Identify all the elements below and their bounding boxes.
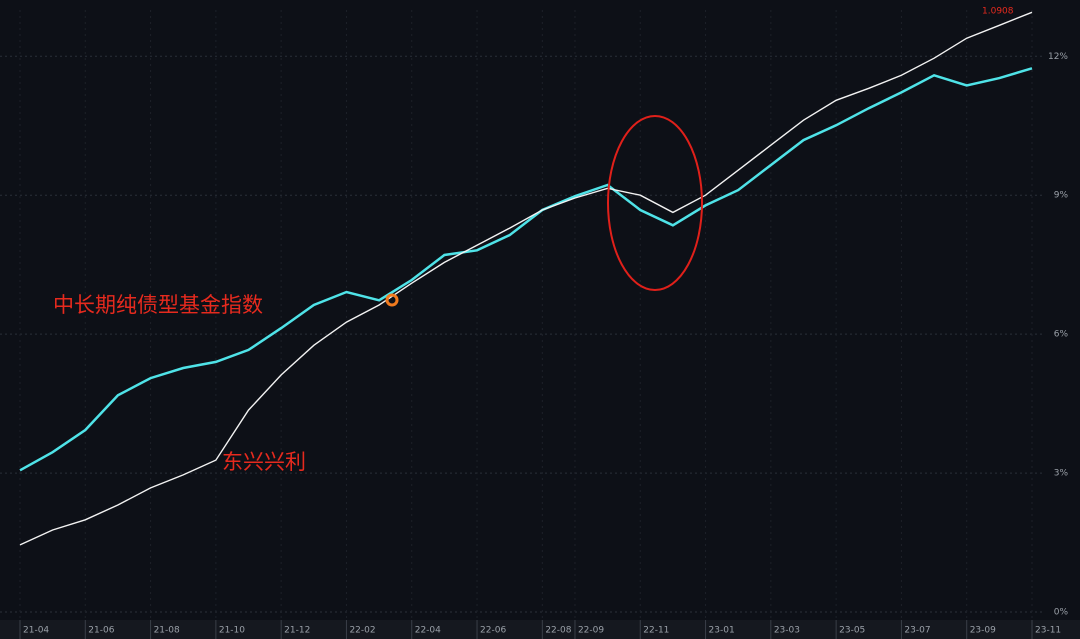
x-tick-label: 21-04 [23, 626, 49, 636]
x-tick-label: 21-10 [219, 626, 245, 636]
x-tick-label: 23-09 [970, 626, 996, 636]
x-tick-label: 23-05 [839, 626, 865, 636]
end-label: 1.0908 [982, 7, 1014, 17]
y-tick-label: 6% [1054, 330, 1069, 340]
series-label: 东兴兴利 [222, 450, 306, 474]
y-tick-label: 12% [1048, 52, 1068, 62]
x-tick-label: 22-04 [415, 626, 441, 636]
y-tick-label: 3% [1054, 469, 1069, 479]
x-tick-label: 23-03 [774, 626, 800, 636]
x-tick-label: 21-08 [154, 626, 180, 636]
series-line [19, 67, 1033, 472]
x-tick-label: 23-07 [904, 626, 930, 636]
marker-icon [385, 293, 399, 307]
x-tick-label: 22-08 [545, 626, 571, 636]
series-line [19, 11, 1033, 546]
x-tick-label: 22-06 [480, 626, 506, 636]
x-tick-label: 23-11 [1035, 626, 1061, 636]
x-axis-bar [0, 620, 1080, 639]
x-tick-label: 22-02 [349, 626, 375, 636]
highlight-ellipse [607, 115, 703, 291]
x-tick-label: 22-11 [643, 626, 669, 636]
y-tick-label: 0% [1054, 608, 1069, 618]
y-tick-label: 9% [1054, 191, 1069, 201]
x-tick-label: 21-12 [284, 626, 310, 636]
series-label: 中长期纯债型基金指数 [53, 293, 263, 317]
x-tick-label: 23-01 [709, 626, 735, 636]
x-tick-label: 22-09 [578, 626, 604, 636]
x-tick-label: 21-06 [88, 626, 114, 636]
